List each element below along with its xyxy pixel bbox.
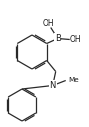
Text: Me: Me [69,76,79,83]
Text: N: N [50,81,56,90]
Text: B: B [55,34,61,43]
Text: OH: OH [70,35,82,44]
Text: OH: OH [43,19,55,28]
